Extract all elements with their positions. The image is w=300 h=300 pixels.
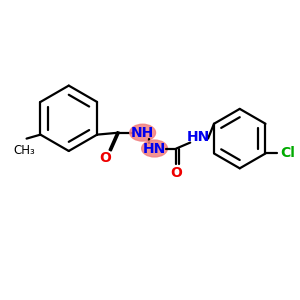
Ellipse shape [142,140,167,157]
Text: HN: HN [187,130,210,144]
Text: Cl: Cl [280,146,295,161]
Text: HN: HN [143,142,166,155]
Text: NH: NH [131,126,154,140]
Text: CH₃: CH₃ [14,144,35,157]
Text: O: O [170,166,182,180]
Ellipse shape [130,124,155,141]
Text: O: O [99,152,111,165]
